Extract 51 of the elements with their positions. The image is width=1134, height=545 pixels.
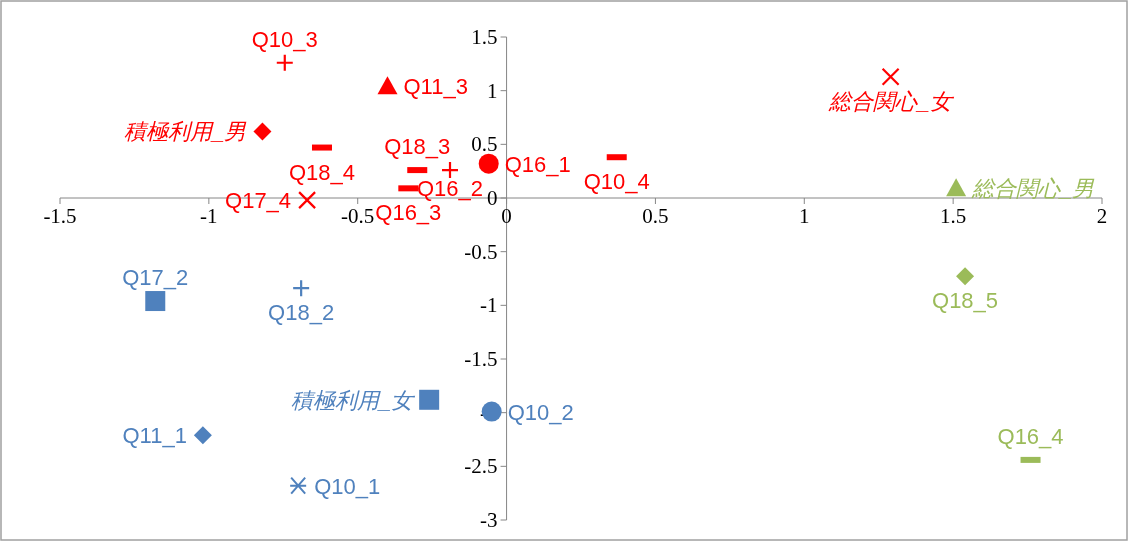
series-label: Q10_1	[314, 473, 381, 499]
point	[275, 53, 294, 72]
x-tick-label: 0.5	[642, 204, 669, 228]
series-label: Q11_1	[122, 423, 187, 449]
y-tick-label: 1	[487, 78, 498, 103]
series-label: Q16_1	[504, 151, 571, 177]
x-tick-label: -0.5	[341, 204, 375, 228]
series-label: Q10_2	[507, 399, 574, 425]
point	[481, 401, 502, 422]
series-label: Q16_4	[997, 423, 1064, 449]
point	[253, 122, 272, 141]
series-label: Q16_3	[375, 200, 442, 226]
point	[881, 67, 900, 86]
point	[440, 160, 460, 180]
series-label: Q10_4	[583, 169, 650, 195]
series-label: Q17_2	[122, 265, 189, 291]
point	[377, 76, 398, 95]
series-label: Q16_2	[416, 176, 484, 202]
series-label: Q17_4	[225, 188, 292, 214]
point	[946, 178, 967, 197]
y-tick-label: -0.5	[464, 239, 498, 264]
y-tick-label: -2.5	[464, 454, 498, 479]
series-label: Q18_3	[384, 134, 451, 160]
point	[145, 291, 166, 312]
point	[289, 476, 308, 495]
y-tick-label: 1.5	[471, 25, 498, 49]
series-label: 積極利用_女	[290, 387, 417, 413]
y-tick-label: -1	[480, 293, 498, 318]
x-tick-label: 1	[799, 204, 810, 228]
series-label: 総合関心_女	[828, 88, 955, 114]
series-label: Q18_5	[932, 288, 999, 314]
series-label: 積極利用_男	[124, 119, 248, 145]
y-tick-label: 0.5	[471, 132, 498, 157]
point	[956, 267, 975, 286]
x-tick-label: -1	[200, 204, 218, 228]
series-label: 総合関心_男	[971, 176, 1096, 202]
point	[193, 426, 212, 445]
point	[292, 279, 311, 298]
point	[298, 191, 317, 210]
series-label: Q10_3	[251, 26, 318, 52]
y-tick-label: -3	[480, 508, 498, 532]
series-label: Q18_4	[288, 159, 356, 185]
x-tick-label: 1.5	[940, 204, 967, 228]
point	[478, 153, 499, 174]
point	[419, 389, 440, 410]
x-tick-label: -1.5	[43, 204, 77, 228]
y-tick-label: 0	[487, 186, 498, 210]
series-label: Q11_3	[403, 74, 468, 100]
series-label: Q18_2	[268, 300, 335, 326]
y-tick-label: -1.5	[464, 347, 498, 371]
x-tick-label: 2	[1096, 204, 1108, 228]
